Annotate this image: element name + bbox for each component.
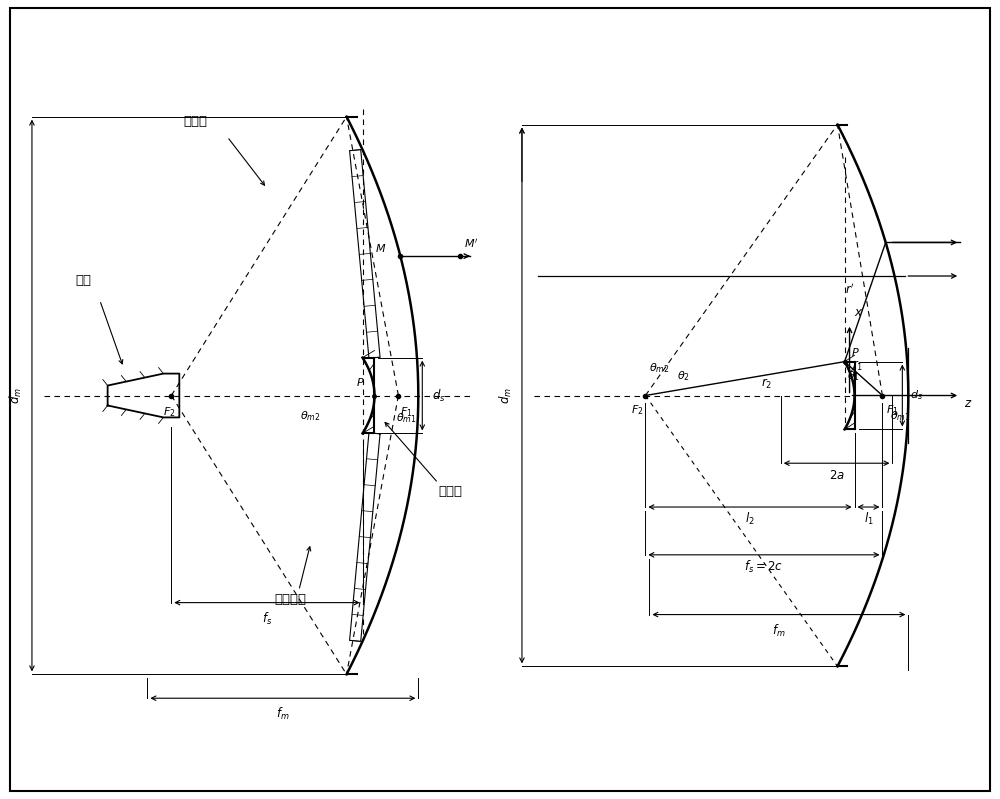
Text: $F_1$: $F_1$ [886,403,899,417]
Text: $\theta_{m2}$: $\theta_{m2}$ [649,362,670,376]
Text: $x$: $x$ [854,306,863,319]
Text: $f_s$: $f_s$ [262,610,272,626]
Text: $F_1$: $F_1$ [400,405,413,419]
Text: 馈源: 馈源 [76,274,92,287]
Text: $\theta_{m2}$: $\theta_{m2}$ [300,409,321,423]
Text: $d_s$: $d_s$ [910,388,923,403]
Text: $F_2$: $F_2$ [163,405,176,419]
Text: $r_1$: $r_1$ [852,359,863,372]
Text: $r_2$: $r_2$ [761,376,772,391]
Text: $\theta_1$: $\theta_1$ [847,370,860,384]
Text: $r'$: $r'$ [845,283,855,297]
Text: $M$: $M$ [375,242,386,254]
Text: $z$: $z$ [964,397,972,411]
Text: $f_s=2c$: $f_s=2c$ [744,559,783,574]
Text: $\theta_2$: $\theta_2$ [677,370,690,384]
Text: $f_m$: $f_m$ [772,622,786,638]
Text: $P$: $P$ [356,376,365,388]
Text: $F_2$: $F_2$ [631,403,644,417]
Text: $d_s$: $d_s$ [432,388,446,403]
Text: 抛物面: 抛物面 [183,115,207,128]
Text: $M'$: $M'$ [464,237,478,250]
Text: $\theta_{m1}$: $\theta_{m1}$ [396,411,417,425]
Text: $f_m$: $f_m$ [276,706,290,722]
Text: $2a$: $2a$ [829,469,845,482]
Text: 副面支杆: 副面支杆 [275,593,307,606]
Text: 双曲面: 双曲面 [438,485,462,498]
Text: $l_2$: $l_2$ [745,511,755,527]
Text: $l_1$: $l_1$ [864,511,873,527]
Text: $d_m$: $d_m$ [498,387,514,404]
Text: $P$: $P$ [851,346,859,358]
Text: $d_m$: $d_m$ [8,387,24,404]
Text: $\theta_{m1}$: $\theta_{m1}$ [890,409,911,423]
